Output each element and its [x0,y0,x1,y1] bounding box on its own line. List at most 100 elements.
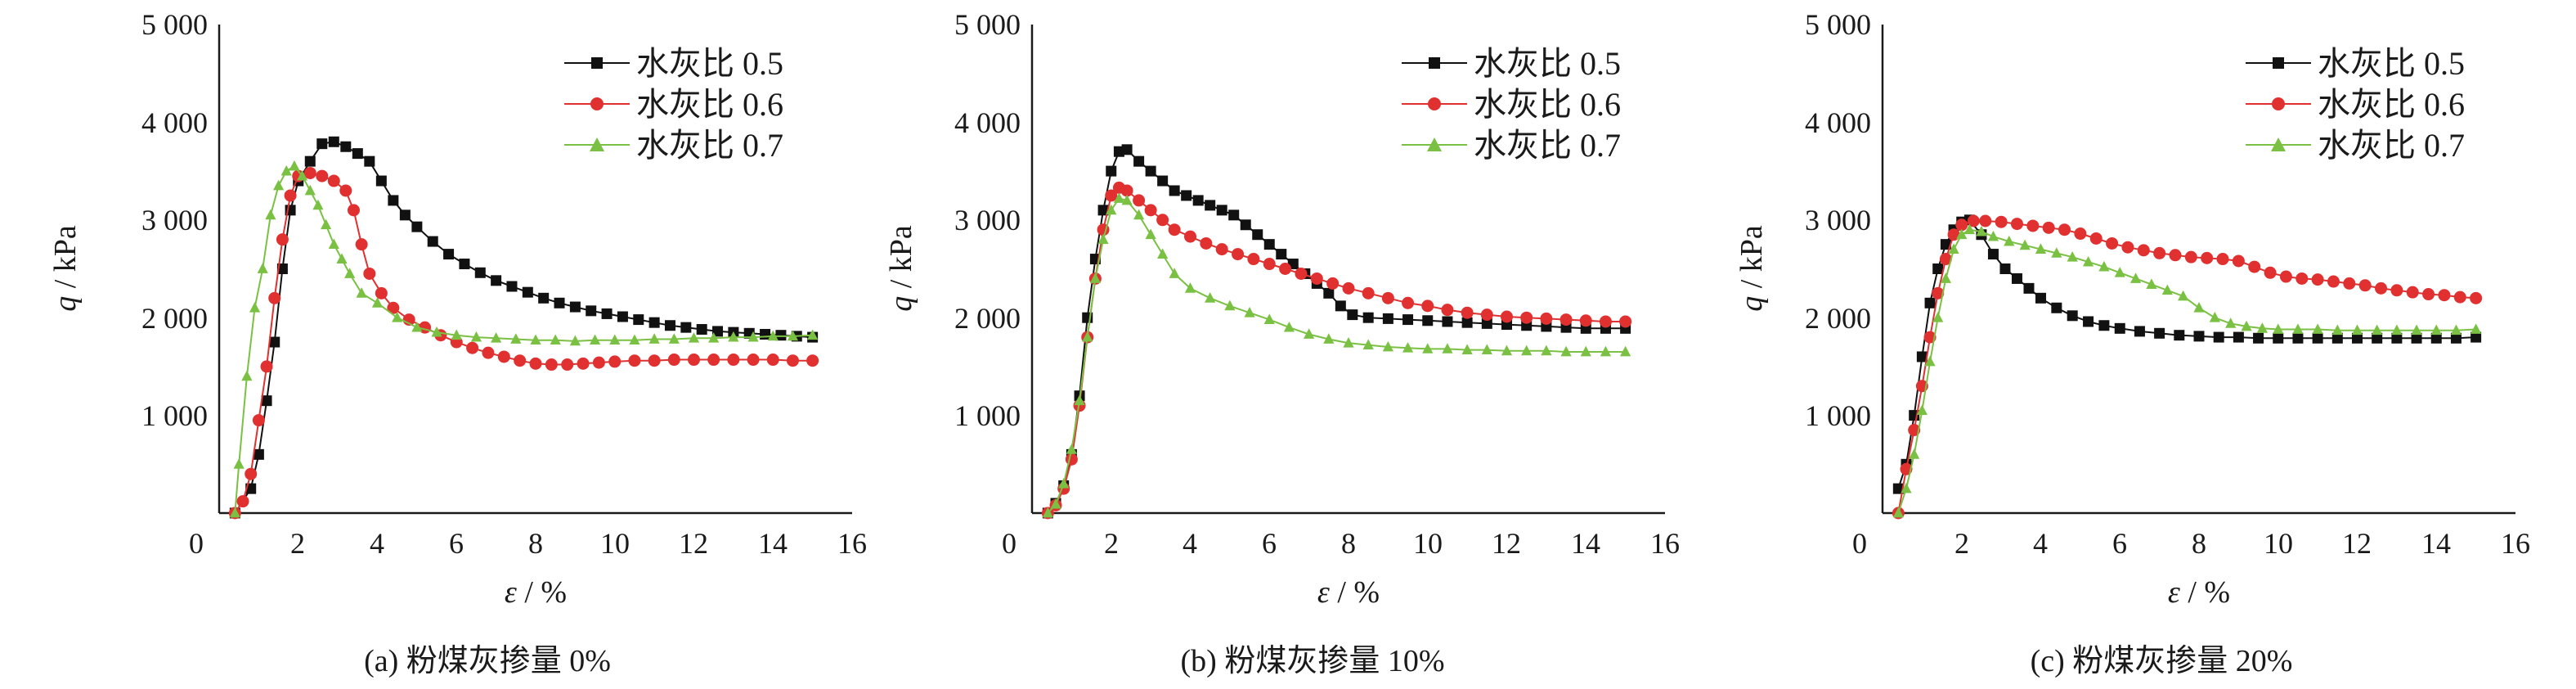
data-point-circle [577,357,590,370]
legend-marker-square [591,57,603,69]
data-point-circle [387,301,400,314]
legend-item: 水灰比 0.6 [1402,86,1621,123]
data-point-triangle [2161,284,2173,295]
data-point-square [1133,155,1145,167]
data-point-circle [529,357,542,370]
axes [1030,25,1665,515]
data-point-square [2450,332,2462,344]
data-point-triangle [371,297,384,308]
data-point-square [269,336,280,348]
data-point-square [1362,312,1374,323]
data-point-circle [608,355,622,368]
data-point-triangle [265,209,276,220]
data-point-triangle [1987,230,1999,241]
data-point-triangle [2067,250,2078,262]
data-point-triangle [1924,355,1936,367]
data-point-triangle [1422,343,1434,354]
data-point-triangle [1263,313,1275,324]
data-point-circle [2169,249,2182,262]
data-point-triangle [229,507,240,518]
y-axis-unit: / kPa [884,225,918,296]
data-point-square [1263,239,1275,250]
data-point-square [253,448,264,460]
x-tick-label: 14 [1571,527,1600,560]
data-point-triangle [431,326,442,337]
series-3 [1892,223,2482,518]
data-point-square [1892,483,1904,494]
data-point-triangle [2391,324,2403,335]
data-point-square [522,286,533,298]
panel-caption: (c) 粉煤灰掺量 20% [2031,644,2293,678]
x-tick-label: 8 [528,527,543,560]
x-axis-symbol: ε [505,575,517,610]
data-point-triangle [1157,248,1169,259]
data-point-square [388,195,399,206]
data-point-triangle [1066,444,1077,454]
data-point-triangle [249,302,261,313]
legend-label: 水灰比 0.6 [2318,86,2465,123]
data-point-square [1097,205,1109,216]
series-1 [1042,144,1631,519]
data-point-triangle [2450,324,2462,335]
data-point-triangle [510,333,522,344]
x-axis-label: ε / % [1317,575,1380,610]
data-point-circle [276,233,289,246]
legend-item: 水灰比 0.5 [564,45,783,82]
data-point-triangle [241,370,253,381]
data-point-triangle [668,333,680,344]
data-point-triangle [2035,243,2047,254]
data-point-circle [2470,291,2483,304]
data-point-square [340,141,352,152]
series-1 [1892,214,2482,494]
data-point-square [1323,287,1335,299]
legend-item: 水灰比 0.7 [1402,127,1621,164]
data-point-square [2273,332,2284,344]
data-point-circle [1995,215,2008,228]
data-point-circle [1955,218,1968,232]
data-point-triangle [2051,247,2062,258]
data-point-triangle [1042,507,1053,518]
data-point-circle [648,354,661,367]
data-point-circle [1120,184,1133,197]
y-tick-label: 1 000 [1805,399,1871,432]
data-point-triangle [2225,317,2237,328]
data-point-triangle [2098,260,2110,272]
data-point-square [664,320,675,331]
legend-label: 水灰比 0.7 [636,127,783,164]
data-point-square [1999,263,2011,274]
chart-panel-a: 1 000 2 000 3 000 4 000 5 000 0 2 4 6 8 … [48,8,867,678]
data-point-triangle [1916,404,1928,416]
data-point-circle [2106,236,2119,250]
data-point-triangle [2146,278,2157,290]
data-point-triangle [336,253,348,263]
legend-marker-square [2273,57,2284,69]
data-point-triangle [2114,267,2125,277]
data-point-circle [2311,273,2324,286]
data-point-circle [2248,260,2261,273]
data-point-circle [1461,306,1474,319]
data-point-square [411,221,423,232]
x-tick-labels: 0 2 4 6 8 10 12 14 16 [1852,527,2530,560]
y-axis-symbol: q [48,296,83,312]
data-point-circle [747,354,760,367]
data-point-circle [1295,267,1308,280]
data-point-square [2193,331,2205,342]
data-point-triangle [2241,320,2252,331]
data-point-circle [316,169,329,182]
data-point-circle [2074,227,2087,241]
data-point-square [2035,292,2046,304]
x-tick-label: 16 [837,527,867,560]
data-point-circle [1540,312,1553,325]
x-tick-label: 16 [1650,527,1680,560]
legend-item: 水灰比 0.6 [2246,86,2465,123]
data-point-triangle [1169,268,1180,278]
data-point-circle [707,354,720,367]
y-tick-label: 3 000 [1805,204,1871,236]
data-point-triangle [2273,323,2284,334]
data-point-square [2430,332,2442,344]
data-point-square [1252,229,1263,241]
x-tick-label: 10 [600,527,630,560]
series-line [1047,187,1626,514]
data-point-triangle [1892,507,1904,518]
